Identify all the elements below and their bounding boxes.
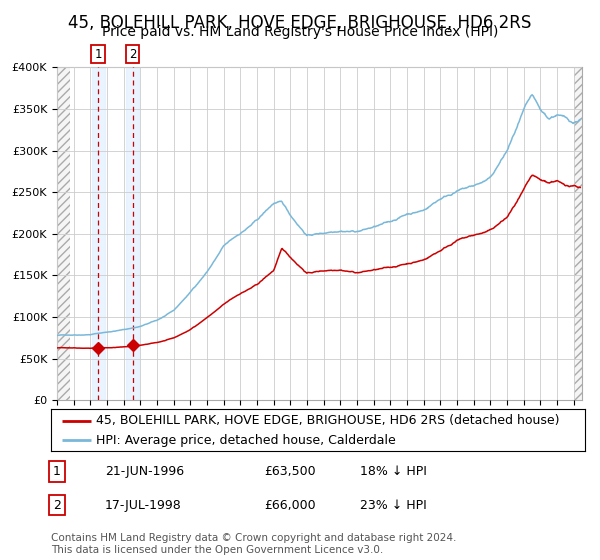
Text: 45, BOLEHILL PARK, HOVE EDGE, BRIGHOUSE, HD6 2RS (detached house): 45, BOLEHILL PARK, HOVE EDGE, BRIGHOUSE,… [97, 414, 560, 427]
Text: 21-JUN-1996: 21-JUN-1996 [105, 465, 184, 478]
Text: £66,000: £66,000 [264, 498, 316, 512]
Bar [126, 67, 139, 400]
Bar [574, 67, 582, 400]
Text: £63,500: £63,500 [264, 465, 316, 478]
Bar [91, 67, 105, 400]
Text: Contains HM Land Registry data © Crown copyright and database right 2024.
This d: Contains HM Land Registry data © Crown c… [51, 533, 457, 555]
Text: 17-JUL-1998: 17-JUL-1998 [105, 498, 182, 512]
Text: 23% ↓ HPI: 23% ↓ HPI [360, 498, 427, 512]
Text: 1: 1 [53, 465, 61, 478]
Text: 45, BOLEHILL PARK, HOVE EDGE, BRIGHOUSE, HD6 2RS: 45, BOLEHILL PARK, HOVE EDGE, BRIGHOUSE,… [68, 14, 532, 32]
Text: 1: 1 [94, 48, 102, 60]
Text: 2: 2 [129, 48, 136, 60]
Text: Price paid vs. HM Land Registry's House Price Index (HPI): Price paid vs. HM Land Registry's House … [102, 25, 498, 39]
Bar [57, 67, 70, 400]
Text: 2: 2 [53, 498, 61, 512]
Text: HPI: Average price, detached house, Calderdale: HPI: Average price, detached house, Cald… [97, 434, 396, 447]
Text: 18% ↓ HPI: 18% ↓ HPI [360, 465, 427, 478]
